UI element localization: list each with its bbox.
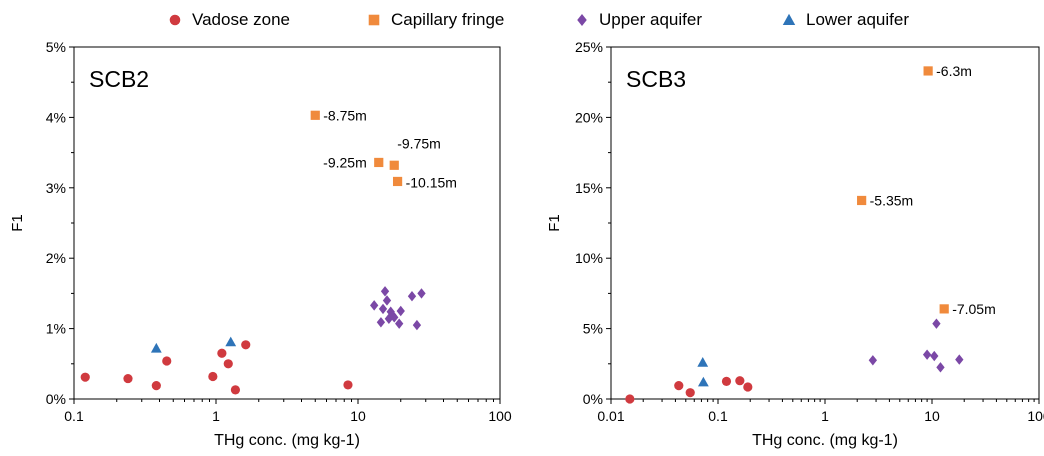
data-point-upper-aquifer xyxy=(868,355,878,366)
chart-panel-scb2: 0% 1% 2% 3% 4% 5% 0.1 1 10 100 SCB2 F1 THg conc. (mg… xyxy=(9,39,512,449)
data-point-upper-aquifer xyxy=(386,306,395,317)
y-tick-label: 1% xyxy=(46,321,66,337)
data-label: -9.75m xyxy=(397,135,441,151)
data-point-vadose-zone xyxy=(241,340,251,350)
x-axis-label: THg conc. (mg kg-1) xyxy=(752,432,898,449)
y-tick-label: 15% xyxy=(575,180,603,196)
legend-label: Vadose zone xyxy=(192,10,290,29)
data-label: -6.3m xyxy=(936,63,972,79)
x-tick-label: 10 xyxy=(924,408,940,424)
x-tick-label: 100 xyxy=(488,408,512,424)
plot-frame xyxy=(73,46,501,400)
data-point-upper-aquifer xyxy=(417,288,426,299)
circle-marker-icon xyxy=(169,14,181,26)
y-tick-label: 5% xyxy=(46,39,66,55)
chart-legend: Vadose zone Capillary fringe Upper aquifer… xyxy=(0,0,1044,36)
data-point-vadose-zone xyxy=(343,380,353,390)
x-tick-label: 1 xyxy=(212,408,220,424)
x-tick-label: 10 xyxy=(350,408,366,424)
x-tick-label: 0.1 xyxy=(64,408,84,424)
y-axis-label: F1 xyxy=(546,214,563,232)
data-point-capillary-fringe xyxy=(923,66,933,76)
data-point-upper-aquifer xyxy=(932,318,941,329)
data-point-capillary-fringe xyxy=(939,304,949,314)
y-axis-label: F1 xyxy=(9,214,26,232)
data-point-vadose-zone xyxy=(685,388,695,398)
chart-panel-scb3: 0% 5% 10% 15% 20% 25% 0.01 0.1 1 10 100 SCB3 F1 THg c… xyxy=(546,39,1044,449)
data-point-vadose-zone xyxy=(162,356,172,366)
data-point-upper-aquifer xyxy=(936,362,945,373)
legend-label: Upper aquifer xyxy=(599,10,703,29)
legend-label: Capillary fringe xyxy=(391,10,505,29)
triangle-marker-icon xyxy=(782,13,796,25)
data-point-upper-aquifer xyxy=(370,300,379,311)
data-point-lower-aquifer xyxy=(225,336,237,347)
square-marker-icon xyxy=(368,14,380,26)
data-point-capillary-fringe xyxy=(389,160,399,170)
data-point-vadose-zone xyxy=(223,359,233,369)
data-label: -5.35m xyxy=(870,192,914,208)
data-point-lower-aquifer xyxy=(150,342,162,353)
data-point-vadose-zone xyxy=(208,371,218,382)
data-point-capillary-fringe xyxy=(310,110,320,120)
data-point-upper-aquifer xyxy=(395,318,404,329)
data-point-vadose-zone xyxy=(721,376,732,386)
panel-label: SCB3 xyxy=(626,66,686,92)
data-point-capillary-fringe xyxy=(392,176,403,187)
data-point-upper-aquifer xyxy=(382,295,392,306)
data-point-upper-aquifer xyxy=(955,354,964,365)
panel-label: SCB2 xyxy=(89,66,149,92)
legend-label: Lower aquifer xyxy=(806,10,910,29)
data-point-vadose-zone xyxy=(123,373,133,384)
legend-item-upper-aquifer: Upper aquifer xyxy=(575,9,702,31)
data-point-upper-aquifer xyxy=(412,319,422,331)
data-point-vadose-zone xyxy=(151,381,161,391)
data-point-vadose-zone xyxy=(625,394,635,404)
data-point-upper-aquifer xyxy=(378,303,388,315)
plot-frame xyxy=(610,46,1040,400)
y-tick-label: 20% xyxy=(575,109,603,125)
data-point-capillary-fringe xyxy=(857,195,867,206)
y-tick-label: 0% xyxy=(46,391,66,407)
legend-item-vadose-zone: Vadose zone xyxy=(168,9,290,31)
y-tick-label: 2% xyxy=(46,250,66,266)
y-tick-label: 4% xyxy=(46,109,66,125)
data-point-vadose-zone xyxy=(230,385,241,395)
data-point-upper-aquifer xyxy=(407,291,417,302)
data-point-upper-aquifer xyxy=(390,312,399,323)
data-point-vadose-zone xyxy=(735,376,745,386)
y-tick-label: 10% xyxy=(575,250,603,266)
y-tick-label: 5% xyxy=(583,321,603,337)
y-tick-label: 3% xyxy=(46,180,66,196)
legend-item-lower-aquifer: Lower aquifer xyxy=(782,9,909,31)
x-tick-label: 0.01 xyxy=(597,408,624,424)
y-tick-label: 25% xyxy=(575,39,603,55)
x-tick-label: 100 xyxy=(1027,408,1044,424)
x-tick-label: 0.1 xyxy=(708,408,728,424)
x-tick-label: 1 xyxy=(821,408,829,424)
data-point-upper-aquifer xyxy=(396,305,405,317)
data-point-upper-aquifer xyxy=(376,317,386,328)
data-point-vadose-zone xyxy=(217,348,227,358)
data-label: -7.05m xyxy=(952,301,996,317)
data-point-lower-aquifer xyxy=(697,356,709,367)
data-point-vadose-zone xyxy=(80,372,90,382)
data-label: -10.15m xyxy=(406,174,457,190)
data-point-lower-aquifer xyxy=(697,376,709,387)
diamond-marker-icon xyxy=(577,14,587,26)
x-axis-label: THg conc. (mg kg-1) xyxy=(214,432,360,449)
data-point-vadose-zone xyxy=(674,381,684,391)
data-point-upper-aquifer xyxy=(380,286,390,297)
data-label: -8.75m xyxy=(323,107,367,123)
legend-item-capillary-fringe: Capillary fringe xyxy=(367,9,504,31)
data-point-vadose-zone xyxy=(743,382,753,392)
data-point-capillary-fringe xyxy=(374,157,384,168)
data-point-upper-aquifer xyxy=(922,349,932,360)
data-point-upper-aquifer xyxy=(930,350,939,362)
y-tick-label: 0% xyxy=(583,391,603,407)
data-label: -9.25m xyxy=(323,154,367,170)
